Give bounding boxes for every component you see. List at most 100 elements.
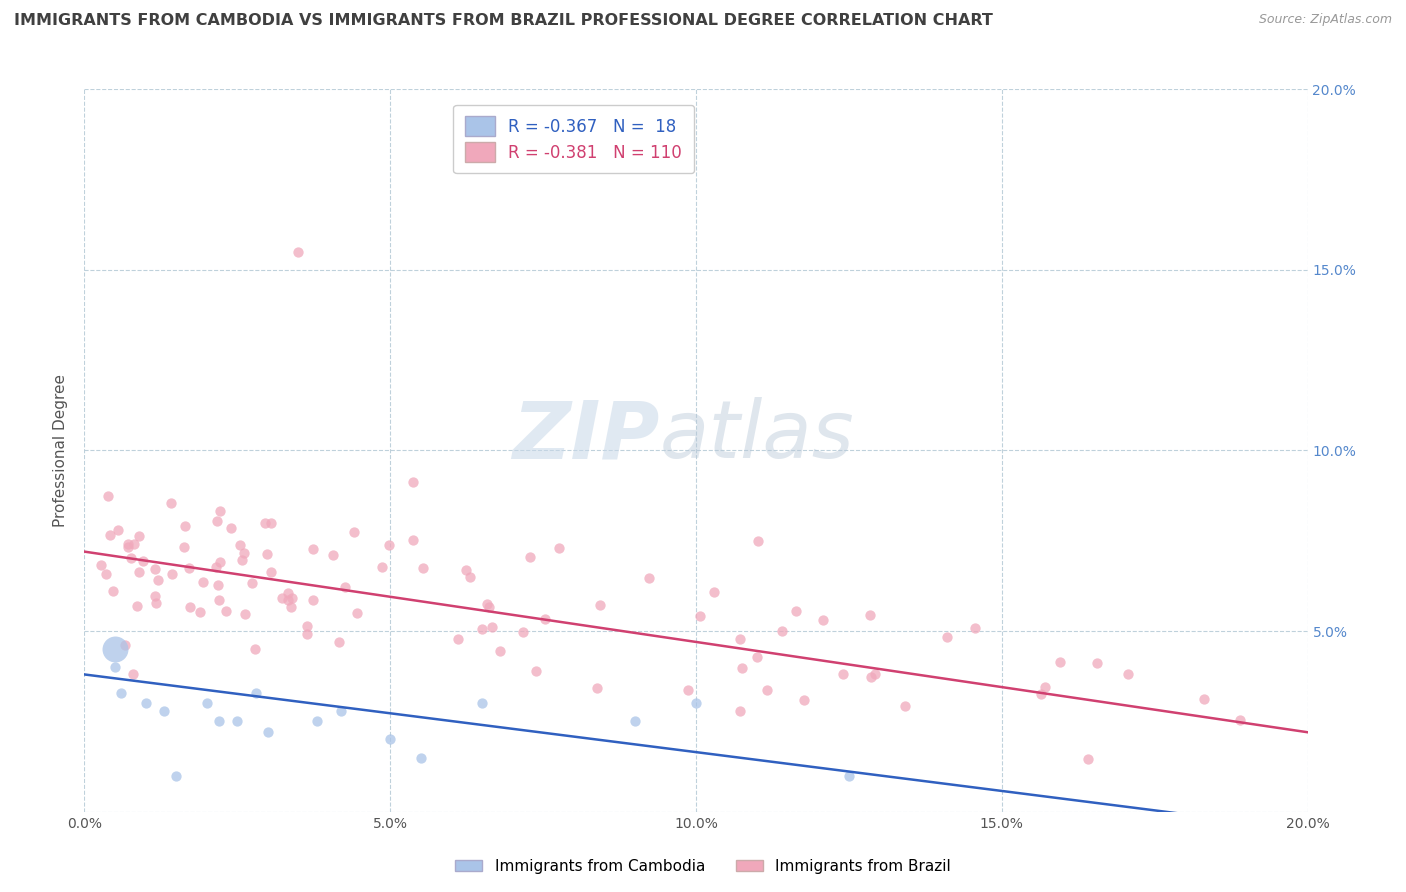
Point <box>208 714 231 729</box>
Point <box>117 540 139 554</box>
Point <box>179 599 201 614</box>
Point <box>257 725 280 739</box>
Point <box>832 667 855 681</box>
Point <box>195 697 218 711</box>
Point <box>481 620 503 634</box>
Point <box>1033 680 1056 694</box>
Point <box>343 525 366 540</box>
Point <box>489 643 512 657</box>
Point <box>207 514 229 528</box>
Point <box>135 697 157 711</box>
Point <box>401 533 423 547</box>
Point <box>458 570 481 584</box>
Point <box>471 622 494 636</box>
Point <box>226 714 249 729</box>
Point <box>1229 714 1251 728</box>
Point <box>456 563 478 577</box>
Point <box>548 541 571 555</box>
Point <box>245 685 267 699</box>
Point <box>190 605 212 619</box>
Point <box>371 560 394 574</box>
Y-axis label: Professional Degree: Professional Degree <box>53 374 69 527</box>
Point <box>260 565 283 579</box>
Point <box>90 558 112 573</box>
Point <box>478 600 501 615</box>
Point <box>205 559 228 574</box>
Point <box>165 769 187 783</box>
Point <box>785 604 807 618</box>
Point <box>346 607 368 621</box>
Point <box>533 612 555 626</box>
Point <box>409 750 432 764</box>
Point <box>240 576 263 591</box>
Point <box>153 704 176 718</box>
Point <box>209 555 232 569</box>
Point <box>1116 666 1139 681</box>
Point <box>128 566 150 580</box>
Point <box>101 583 124 598</box>
Point <box>1049 655 1071 669</box>
Text: atlas: atlas <box>659 397 853 475</box>
Point <box>333 580 356 594</box>
Point <box>585 681 607 696</box>
Point <box>219 521 242 535</box>
Point <box>104 642 127 657</box>
Point <box>793 692 815 706</box>
Point <box>114 638 136 652</box>
Text: ZIP: ZIP <box>512 397 659 475</box>
Point <box>838 769 860 783</box>
Point <box>122 667 145 681</box>
Point <box>209 504 232 518</box>
Point <box>143 589 166 603</box>
Point <box>638 570 661 584</box>
Point <box>281 591 304 606</box>
Point <box>243 642 266 657</box>
Point <box>207 578 229 592</box>
Point <box>231 553 253 567</box>
Point <box>110 685 132 699</box>
Point <box>589 598 612 612</box>
Point <box>860 670 883 684</box>
Point <box>813 613 835 627</box>
Point <box>322 548 344 562</box>
Point <box>412 561 434 575</box>
Point <box>277 586 299 600</box>
Point <box>125 599 148 613</box>
Point <box>1192 691 1215 706</box>
Point <box>728 632 751 646</box>
Point <box>471 697 494 711</box>
Point <box>894 699 917 714</box>
Point <box>173 519 195 533</box>
Point <box>689 608 711 623</box>
Point <box>685 697 707 711</box>
Point <box>271 591 294 605</box>
Point <box>128 529 150 543</box>
Point <box>295 627 318 641</box>
Point <box>98 527 121 541</box>
Point <box>402 475 425 489</box>
Point <box>256 548 278 562</box>
Point <box>228 538 250 552</box>
Point <box>730 661 752 675</box>
Point <box>120 551 142 566</box>
Point <box>745 649 768 664</box>
Point <box>122 537 145 551</box>
Point <box>678 682 700 697</box>
Point <box>145 562 167 576</box>
Point <box>160 566 183 581</box>
Point <box>253 516 276 530</box>
Point <box>328 635 350 649</box>
Legend: R = -0.367   N =  18, R = -0.381   N = 110: R = -0.367 N = 18, R = -0.381 N = 110 <box>454 104 693 173</box>
Point <box>703 584 725 599</box>
Point <box>770 624 793 639</box>
Point <box>260 516 283 530</box>
Point <box>447 632 470 647</box>
Text: Source: ZipAtlas.com: Source: ZipAtlas.com <box>1258 13 1392 27</box>
Point <box>173 540 195 554</box>
Point <box>305 714 328 729</box>
Point <box>330 704 353 718</box>
Point <box>512 625 534 640</box>
Point <box>233 547 256 561</box>
Point <box>935 630 957 644</box>
Point <box>1077 752 1099 766</box>
